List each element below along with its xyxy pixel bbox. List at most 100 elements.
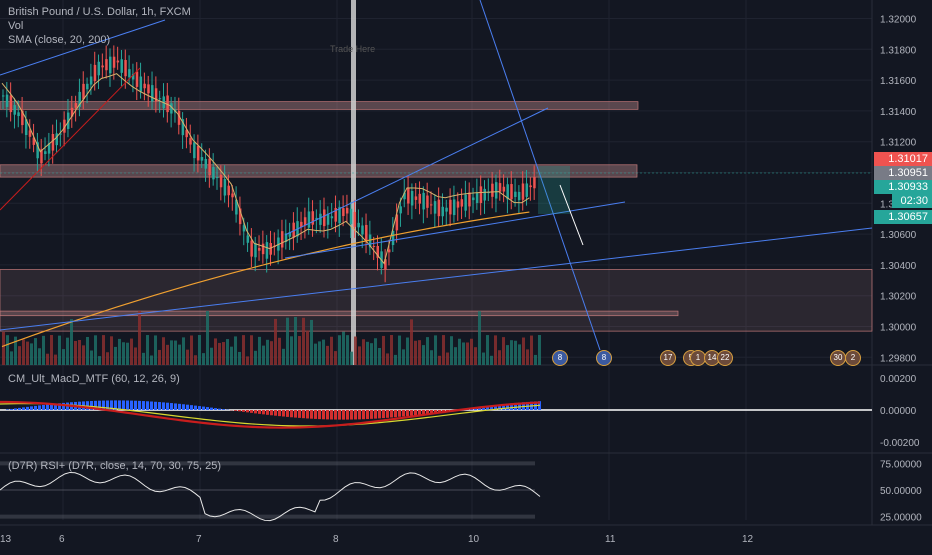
candle-body xyxy=(457,201,460,207)
volume-bar xyxy=(534,355,537,365)
volume-bar xyxy=(326,346,329,365)
event-badge[interactable]: 8 xyxy=(596,350,612,366)
volume-bar xyxy=(322,340,325,365)
volume-bar xyxy=(498,350,501,365)
event-badge[interactable]: 2 xyxy=(845,350,861,366)
macd-histogram-bar xyxy=(306,410,309,418)
macd-histogram-bar xyxy=(34,406,37,410)
macd-histogram-bar xyxy=(290,410,293,417)
macd-histogram-bar xyxy=(26,407,29,410)
volume-bar xyxy=(346,335,349,365)
candle-body xyxy=(510,184,513,199)
volume-bar xyxy=(182,337,185,365)
volume-bar xyxy=(26,342,29,365)
volume-bar xyxy=(502,337,505,365)
volume-bar xyxy=(378,348,381,365)
event-badge[interactable]: 30 xyxy=(830,350,846,366)
volume-bar xyxy=(190,335,193,365)
volume-bar xyxy=(142,353,145,365)
candle-body xyxy=(52,134,55,151)
price-tag-high: 1.31017 xyxy=(874,152,932,166)
volume-bar xyxy=(374,338,377,365)
macd-histogram-bar xyxy=(130,401,133,410)
volume-bar xyxy=(342,332,345,365)
macd-histogram-bar xyxy=(198,406,201,410)
macd-histogram-bar xyxy=(370,410,373,419)
candle-body xyxy=(407,188,410,204)
price-axis-tick: 1.31600 xyxy=(880,76,917,87)
volume-bar xyxy=(194,355,197,365)
candle-body xyxy=(258,248,261,251)
macd-histogram-bar xyxy=(402,410,405,416)
volume-bar xyxy=(466,342,469,365)
macd-histogram-bar xyxy=(282,410,285,417)
volume-bar xyxy=(490,356,493,365)
volume-bar xyxy=(418,340,421,365)
time-axis-tick: 7 xyxy=(196,534,202,545)
macd-histogram-bar xyxy=(150,402,153,410)
volume-bar xyxy=(350,352,353,365)
volume-bar xyxy=(310,320,313,365)
time-axis-tick: 10 xyxy=(468,534,480,545)
volume-bar xyxy=(66,338,69,365)
volume-bar xyxy=(506,345,509,365)
candle-body xyxy=(266,242,269,259)
volume-bar xyxy=(454,347,457,365)
macd-histogram-bar xyxy=(142,401,145,410)
candle-body xyxy=(13,105,16,115)
candle-body xyxy=(136,72,139,87)
candle-body xyxy=(6,95,9,107)
volume-bar xyxy=(138,311,141,365)
macd-histogram-bar xyxy=(342,410,345,420)
volume-bar xyxy=(482,353,485,365)
candle-body xyxy=(98,62,101,76)
macd-histogram-bar xyxy=(302,410,305,418)
volume-bar xyxy=(410,319,413,365)
macd-histogram-bar xyxy=(186,405,189,410)
volume-bar xyxy=(198,335,201,365)
event-badge[interactable]: 22 xyxy=(717,350,733,366)
candle-body xyxy=(94,65,97,81)
volume-bar xyxy=(118,339,121,365)
candle-body xyxy=(117,61,120,63)
volume-bar xyxy=(162,337,165,365)
rsi-line xyxy=(0,472,540,520)
candle-body xyxy=(476,192,479,203)
countdown-tag: 02:30 xyxy=(892,194,932,208)
candle-body xyxy=(82,84,85,99)
event-badge[interactable]: 8 xyxy=(552,350,568,366)
volume-bar xyxy=(530,336,533,365)
candle-body xyxy=(10,96,13,113)
volume-bar xyxy=(110,336,113,365)
volume-bar xyxy=(114,347,117,365)
candle-body xyxy=(495,182,498,198)
symbol-title: British Pound / U.S. Dollar, 1h, FXCM xyxy=(8,5,191,19)
volume-bar xyxy=(94,335,97,365)
candle-body xyxy=(464,195,467,211)
volume-bar xyxy=(286,318,289,365)
volume-bar xyxy=(318,341,321,365)
volume-bar xyxy=(382,336,385,365)
candle-body xyxy=(350,209,353,224)
volume-bar xyxy=(422,345,425,365)
macd-histogram-bar xyxy=(406,410,409,416)
price-axis-tick: 1.30400 xyxy=(880,261,917,272)
volume-bar xyxy=(158,350,161,365)
volume-bar xyxy=(218,343,221,365)
candle-body xyxy=(331,216,334,218)
volume-bar xyxy=(434,335,437,365)
macd-histogram-bar xyxy=(338,410,341,420)
event-badge[interactable]: 17 xyxy=(660,350,676,366)
volume-bar xyxy=(446,353,449,365)
volume-bar xyxy=(34,338,37,365)
candle-body xyxy=(312,211,315,224)
candle-body xyxy=(419,194,422,204)
macd-histogram-bar xyxy=(42,405,45,410)
macd-histogram-bar xyxy=(122,400,125,410)
candle-body xyxy=(151,85,154,101)
sma-legend: SMA (close, 20, 200) xyxy=(8,33,110,47)
volume-bar xyxy=(178,345,181,365)
macd-histogram-bar xyxy=(178,404,181,410)
trade-note: Trade Here xyxy=(330,42,375,56)
volume-bar xyxy=(394,355,397,365)
